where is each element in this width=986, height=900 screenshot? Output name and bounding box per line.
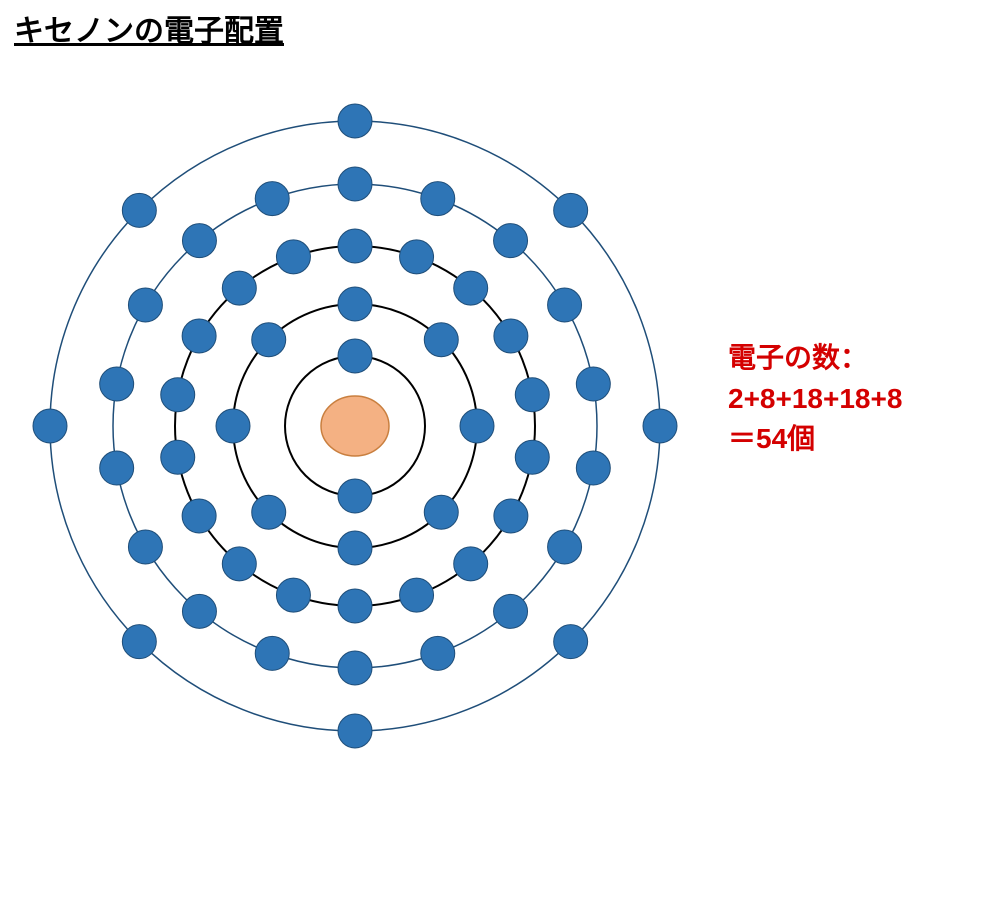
electron [252, 495, 286, 529]
electron [494, 594, 528, 628]
electron [338, 167, 372, 201]
electron [182, 319, 216, 353]
electron [222, 547, 256, 581]
electron [161, 440, 195, 474]
electron [276, 578, 310, 612]
electron [548, 288, 582, 322]
electron [554, 625, 588, 659]
electron [122, 193, 156, 227]
electron [161, 378, 195, 412]
electron [400, 240, 434, 274]
electron [421, 636, 455, 670]
electron [100, 367, 134, 401]
electron [255, 182, 289, 216]
electron [454, 271, 488, 305]
electron [421, 182, 455, 216]
electron [424, 323, 458, 357]
electron [128, 288, 162, 322]
electron [128, 530, 162, 564]
electron [643, 409, 677, 443]
electron [255, 636, 289, 670]
electron [338, 651, 372, 685]
electron [276, 240, 310, 274]
electron [182, 594, 216, 628]
nucleus [321, 396, 389, 456]
electron [338, 339, 372, 373]
electron [216, 409, 250, 443]
electron [338, 479, 372, 513]
electron [454, 547, 488, 581]
electron [338, 589, 372, 623]
electron-config-diagram [0, 0, 986, 900]
electron [252, 323, 286, 357]
electron [338, 287, 372, 321]
electron [338, 229, 372, 263]
electron [33, 409, 67, 443]
electron [182, 224, 216, 258]
electron [494, 224, 528, 258]
electron [338, 714, 372, 748]
electron [182, 499, 216, 533]
electron [515, 378, 549, 412]
electron [494, 499, 528, 533]
electron [460, 409, 494, 443]
electron [400, 578, 434, 612]
electron [222, 271, 256, 305]
electron [100, 451, 134, 485]
electron [338, 531, 372, 565]
electron [576, 367, 610, 401]
electron [515, 440, 549, 474]
electron [494, 319, 528, 353]
electron [576, 451, 610, 485]
electron [122, 625, 156, 659]
electron [554, 193, 588, 227]
electron [338, 104, 372, 138]
electron [424, 495, 458, 529]
electron [548, 530, 582, 564]
